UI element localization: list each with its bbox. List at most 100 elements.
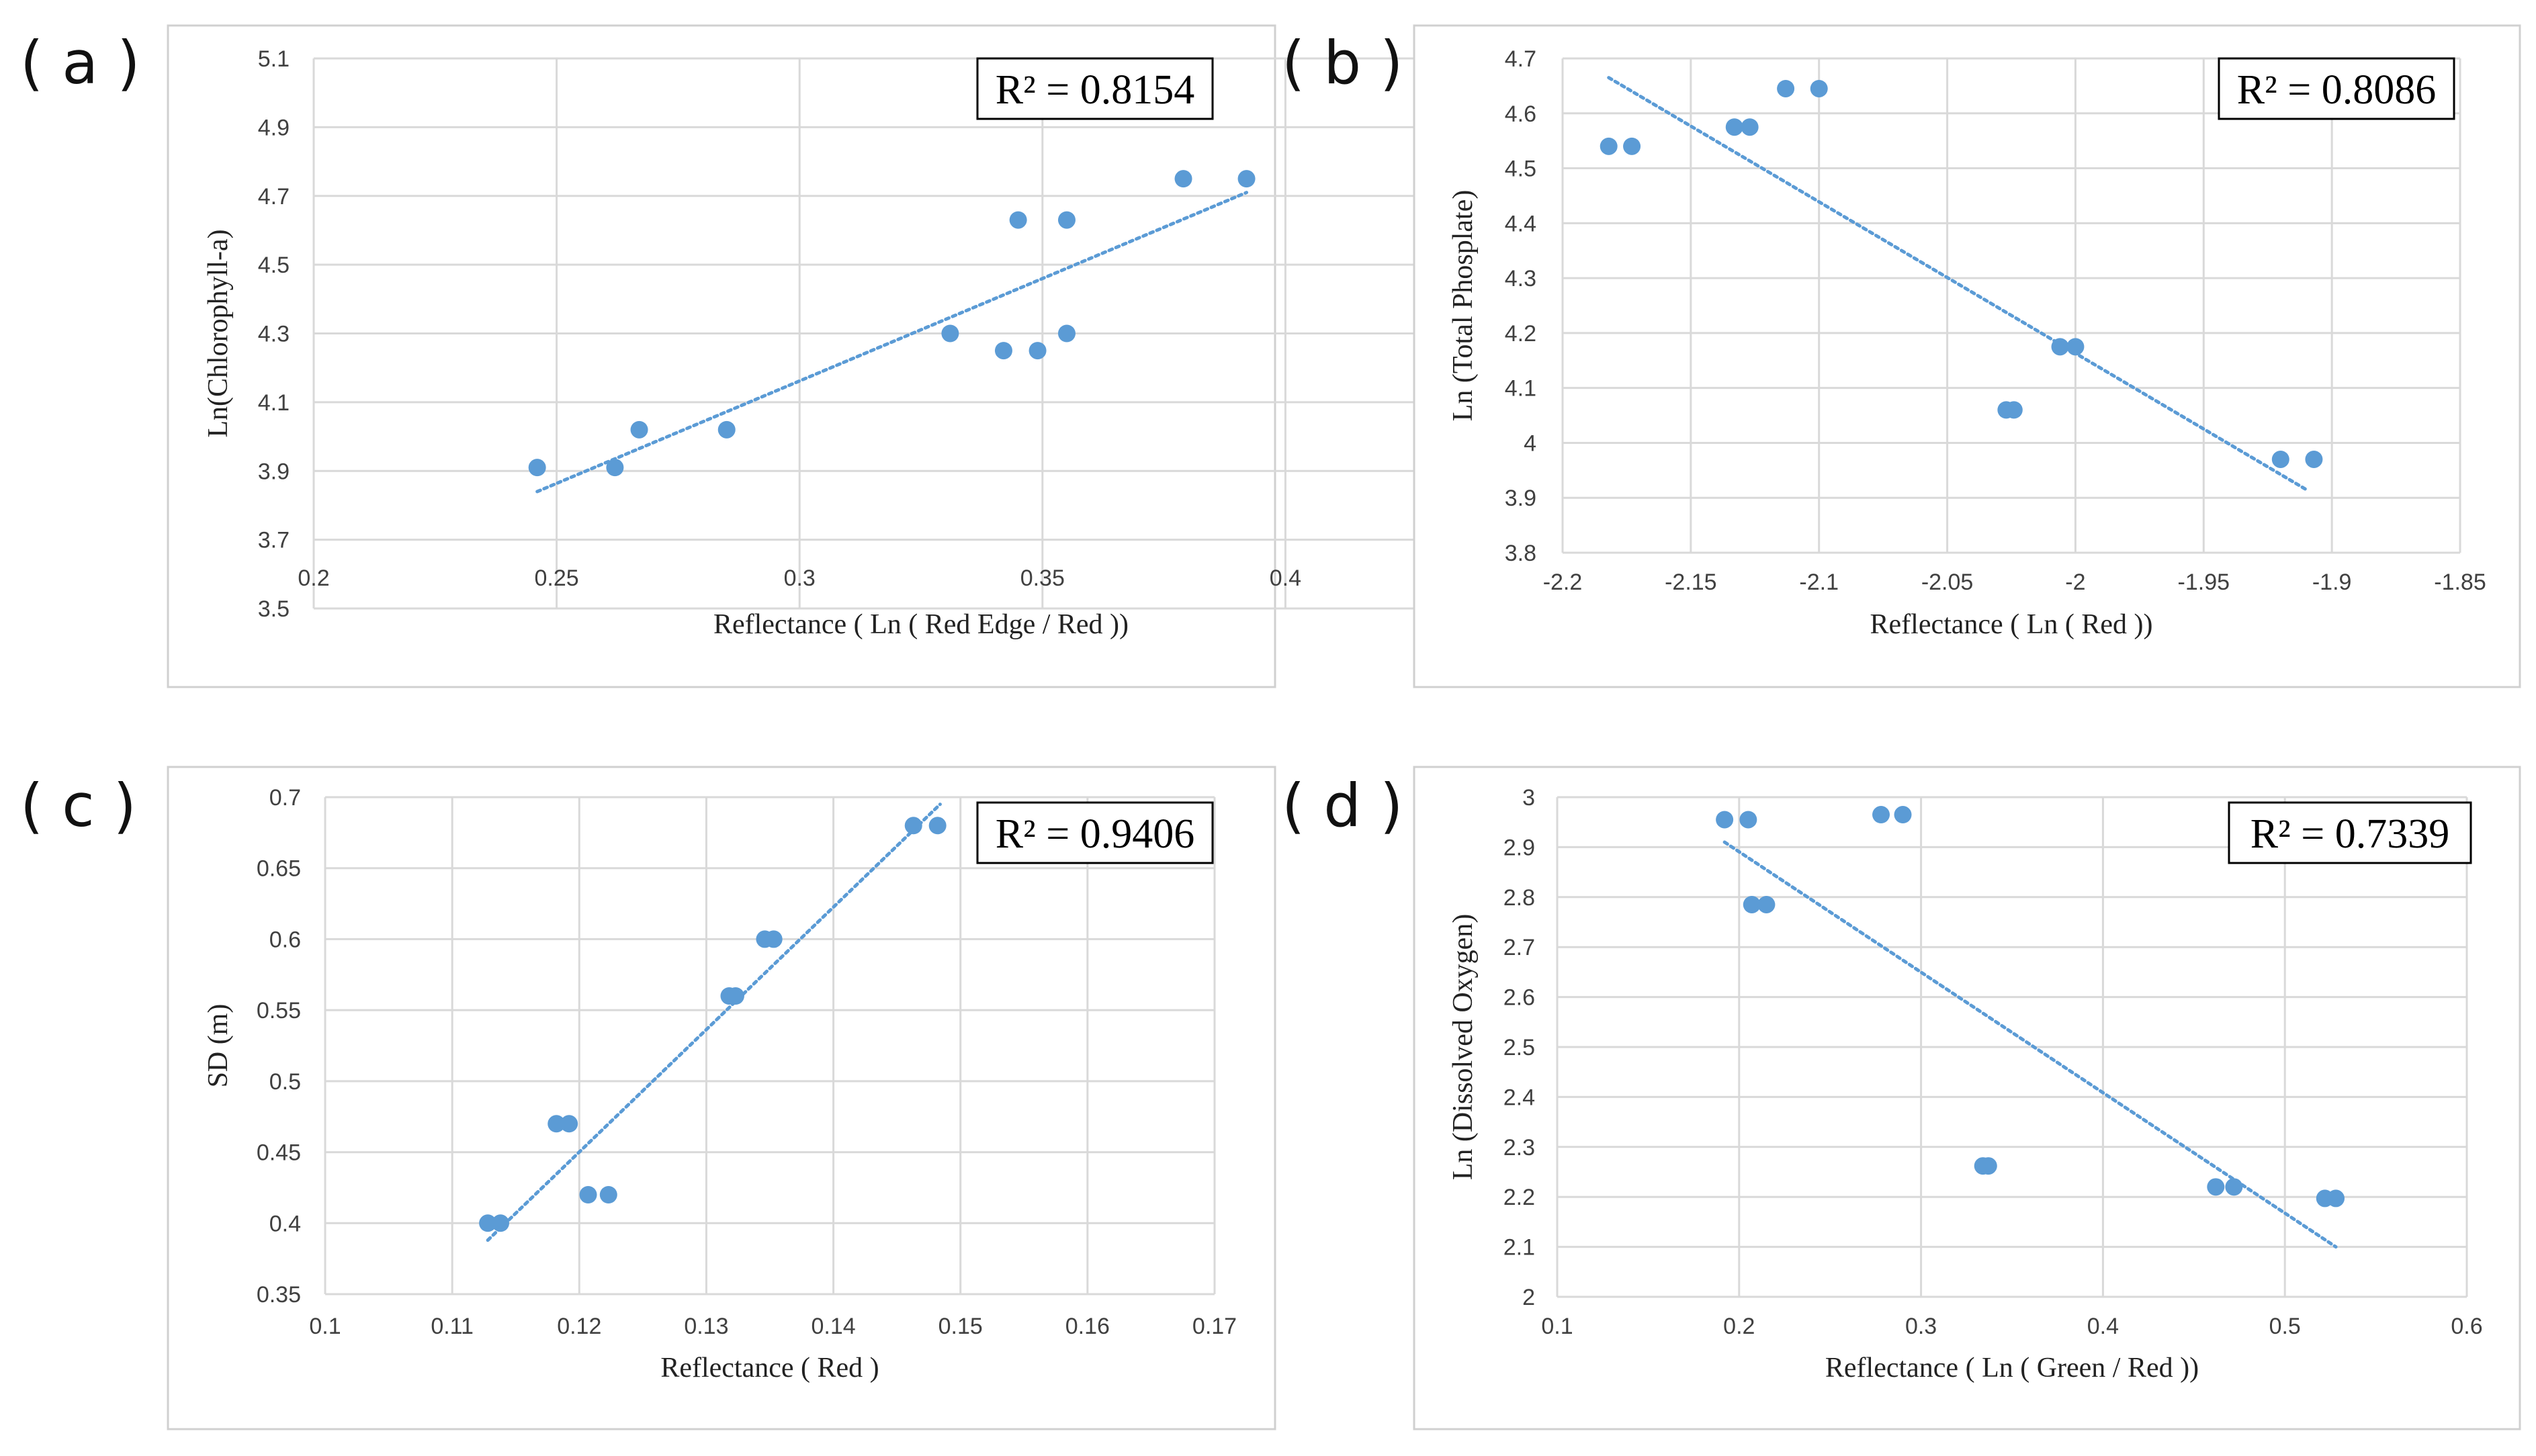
x-tick-label: 0.14: [811, 1314, 855, 1339]
r-squared-box: [976, 801, 1214, 864]
r-squared-box: [2228, 801, 2472, 864]
x-tick-label: 0.17: [1192, 1314, 1237, 1339]
y-tick-label: 0.7: [269, 785, 301, 811]
y-axis-title: Ln (Total Phosplate): [1448, 190, 1479, 422]
x-axis-title: Reflectance ( Ln ( Red Edge / Red )): [713, 609, 1129, 640]
x-tick-label: 0.11: [431, 1314, 474, 1339]
data-point: [2327, 1189, 2345, 1208]
trendline: [535, 191, 1249, 494]
r-squared-label: R² = 0.9406: [996, 811, 1194, 857]
y-tick-label: 3.9: [1505, 486, 1536, 511]
panel-label: ( b ): [1282, 28, 1403, 97]
y-tick-label: 2.2: [1503, 1185, 1535, 1210]
data-point: [479, 1214, 497, 1232]
x-tick-label: 0.2: [298, 565, 329, 591]
chart-frame: [1413, 766, 2521, 1430]
data-point: [579, 1186, 597, 1203]
y-tick-label: 2.1: [1503, 1235, 1535, 1261]
trendline: [1607, 76, 2308, 492]
y-tick-label: 2.6: [1503, 985, 1535, 1011]
x-axis-title: Reflectance ( Red ): [660, 1353, 879, 1383]
x-tick-label: 0.35: [1020, 565, 1065, 591]
r-squared-label: R² = 0.8086: [2237, 67, 2436, 113]
y-tick-label: 4.1: [258, 390, 290, 416]
y-tick-label: 2.5: [1503, 1035, 1535, 1060]
y-tick-label: 2.7: [1503, 935, 1535, 960]
y-tick-label: 2: [1522, 1285, 1535, 1310]
chart-panel-c: ( c ) 0.1 0.11 0.12 0.13 0.14 0.15 0.16 0.17 0.35…: [20, 766, 1276, 1430]
data-point: [1057, 211, 1076, 229]
x-tick-label: 0.13: [684, 1314, 728, 1339]
x-tick-label: 0.25: [535, 565, 579, 591]
y-tick-label: 4.3: [1505, 266, 1536, 291]
y-axis-title: SD (m): [203, 1004, 234, 1088]
chart-frame: [167, 766, 1276, 1430]
data-point: [941, 324, 959, 343]
y-tick-label: 4.4: [1505, 211, 1536, 236]
data-point: [1777, 79, 1795, 97]
y-tick-label: 4.1: [1505, 376, 1536, 402]
x-tick-label: 0.4: [2087, 1314, 2119, 1339]
data-point: [717, 420, 736, 439]
data-point: [1174, 170, 1192, 188]
data-point: [1894, 806, 1912, 824]
chart-frame: [1413, 24, 2521, 688]
x-tick-label: 0.1: [1541, 1314, 1573, 1339]
y-tick-label: 4.9: [258, 115, 290, 140]
y-tick-label: 2.3: [1503, 1135, 1535, 1161]
y-tick-label: 4.7: [1505, 46, 1536, 72]
y-tick-label: 4.2: [1505, 321, 1536, 347]
y-tick-label: 3.5: [258, 596, 290, 622]
data-point: [2066, 338, 2085, 356]
data-point: [1757, 895, 1776, 913]
y-axis-title: Ln(Chlorophyll-a): [203, 229, 234, 437]
data-point: [2225, 1178, 2243, 1196]
x-tick-label: -2: [2065, 570, 2085, 595]
x-tick-label: 0.16: [1065, 1314, 1110, 1339]
trendline: [486, 803, 942, 1242]
y-tick-label: 2.9: [1503, 835, 1535, 860]
data-point: [599, 1186, 617, 1203]
data-point: [548, 1115, 566, 1133]
panel-label: ( d ): [1282, 771, 1403, 840]
data-point: [1810, 79, 1828, 97]
data-point: [1237, 170, 1256, 188]
r-squared-box: [2218, 57, 2455, 120]
data-point: [2051, 338, 2069, 356]
y-tick-label: 2.4: [1503, 1085, 1535, 1110]
data-point: [1741, 118, 1759, 136]
data-point: [726, 987, 744, 1005]
data-point: [528, 459, 546, 477]
x-tick-label: 0.3: [1905, 1314, 1937, 1339]
x-tick-label: -2.05: [1921, 570, 1974, 595]
data-point: [1979, 1157, 1997, 1175]
r-squared-label: R² = 0.7339: [2250, 811, 2449, 857]
x-tick-label: -2.2: [1543, 570, 1583, 595]
x-tick-label: -2.15: [1665, 570, 1717, 595]
data-point: [2271, 450, 2289, 468]
data-point: [764, 930, 783, 948]
chart-frame: [167, 24, 1276, 688]
data-point: [1872, 806, 1890, 824]
x-tick-label: 0.2: [1723, 1314, 1755, 1339]
panel-label: ( c ): [20, 771, 136, 840]
y-tick-label: 2.8: [1503, 885, 1535, 911]
data-point: [994, 342, 1012, 360]
chart-panel-b: ( b ) -2.2 -2.15 -2.1 -2.05 -2 -1.95 -1.9 -1.85 3…: [1282, 24, 2521, 688]
y-tick-label: 3: [1522, 785, 1535, 811]
data-point: [1009, 211, 1027, 229]
panel-label: ( a ): [20, 28, 140, 97]
x-tick-label: 0.6: [2451, 1314, 2482, 1339]
data-point: [1057, 324, 1076, 343]
y-tick-label: 0.55: [257, 998, 301, 1023]
x-tick-label: 0.15: [938, 1314, 983, 1339]
x-tick-label: 0.1: [309, 1314, 341, 1339]
data-point: [560, 1115, 578, 1133]
r-squared-label: R² = 0.8154: [996, 67, 1194, 113]
data-point: [1739, 811, 1757, 829]
x-tick-label: -1.85: [2434, 570, 2486, 595]
y-tick-label: 3.8: [1505, 541, 1536, 566]
y-tick-label: 4: [1524, 430, 1536, 456]
y-tick-label: 0.4: [269, 1211, 301, 1236]
